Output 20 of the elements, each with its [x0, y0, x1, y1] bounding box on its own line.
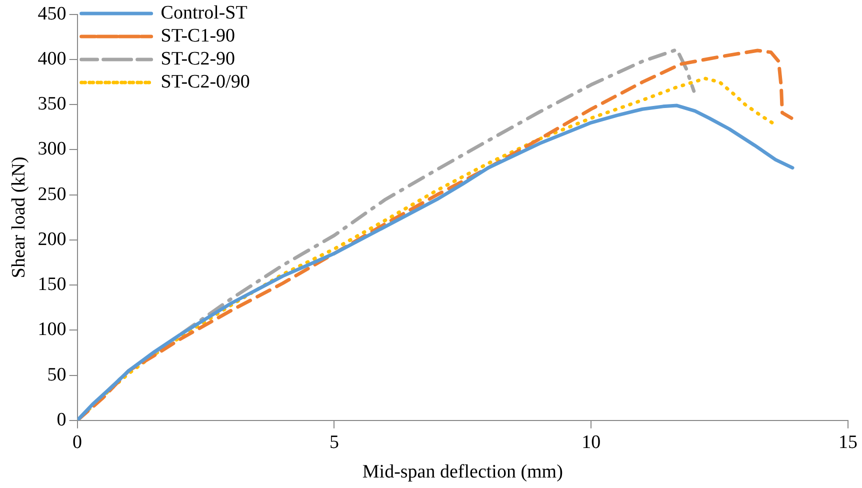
legend-label: ST-C1-90 [160, 25, 236, 46]
x-tick-label: 15 [838, 432, 858, 453]
x-tick-label: 10 [582, 432, 601, 453]
y-tick-label: 150 [38, 274, 66, 296]
x-tick-label: 0 [72, 432, 82, 453]
x-axis-title: Mid-span deflection (mm) [362, 462, 563, 483]
y-tick-label: 300 [38, 138, 66, 160]
y-tick-label: 100 [38, 319, 66, 340]
y-axis-title: Shear load (kN) [8, 156, 30, 278]
y-tick-label: 350 [38, 94, 66, 115]
y-tick-label: 200 [38, 228, 66, 250]
x-tick-label: 5 [329, 432, 339, 453]
y-tick-label: 450 [38, 3, 66, 24]
legend-label: Control-ST [160, 2, 248, 24]
y-tick-label: 250 [38, 184, 66, 205]
legend-label: ST-C2-0/90 [160, 71, 250, 92]
y-tick-label: 0 [56, 409, 66, 430]
y-tick-label: 400 [38, 48, 66, 70]
legend-label: ST-C2-90 [160, 48, 236, 70]
y-tick-label: 50 [47, 364, 66, 386]
